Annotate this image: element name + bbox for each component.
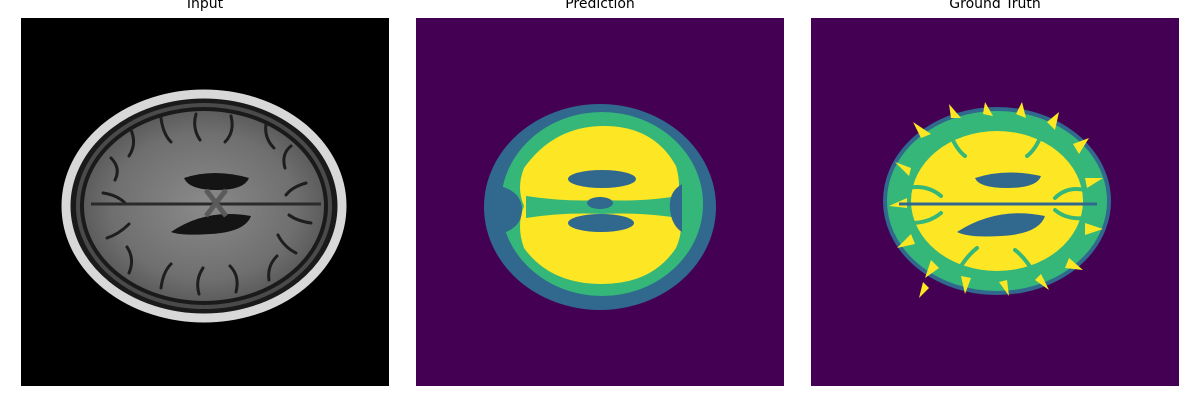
ground-truth-segmentation-image [811,18,1179,386]
ground-truth-white-matter-region [889,102,1103,298]
ground-truth-panel: Ground Truth [811,0,1179,386]
input-mri-image [21,18,389,386]
prediction-segmentation-image [416,18,784,386]
prediction-ventricle-lower [568,214,634,232]
brain-tissue [84,111,324,301]
prediction-panel: Prediction [416,0,784,386]
ground-truth-ventricle-upper [975,172,1041,188]
input-title: Input [186,0,224,12]
input-panel: Input [21,0,389,386]
ground-truth-ventricle-lower [957,213,1045,237]
prediction-ventricle-upper [568,170,636,188]
ground-truth-title: Ground Truth [949,0,1041,12]
ventricle-upper [184,173,249,190]
ventricle-lower [171,214,251,235]
prediction-title: Prediction [565,0,635,12]
sulci [101,112,313,296]
